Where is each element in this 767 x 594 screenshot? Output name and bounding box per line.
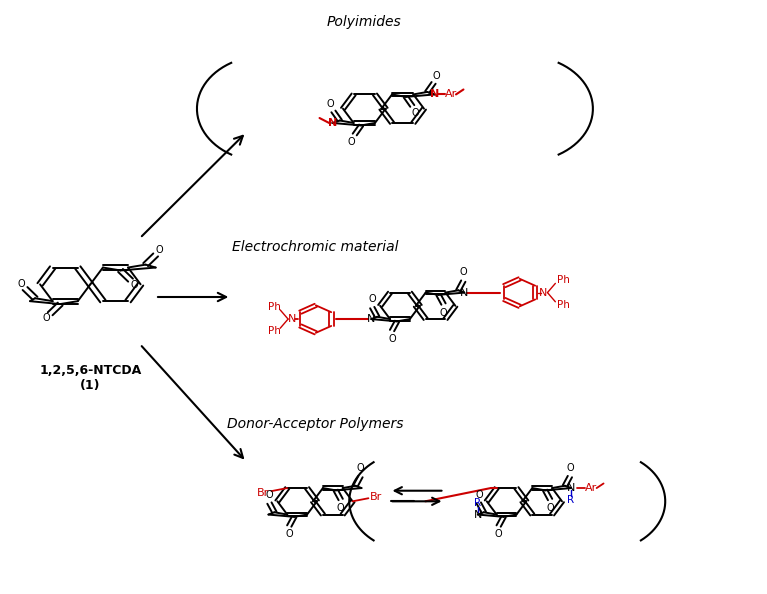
Text: R: R	[568, 495, 574, 504]
Text: O: O	[18, 279, 25, 289]
Text: O: O	[337, 503, 344, 513]
Text: Ar: Ar	[445, 90, 457, 99]
Text: O: O	[265, 490, 273, 500]
Text: R: R	[474, 498, 482, 508]
Text: Ph: Ph	[557, 276, 570, 285]
Text: O: O	[566, 463, 574, 473]
Text: N: N	[474, 510, 482, 520]
Text: N: N	[430, 90, 439, 99]
Text: O: O	[388, 334, 396, 345]
Text: O: O	[475, 490, 482, 500]
Text: 1,2,5,6-NTCDA: 1,2,5,6-NTCDA	[39, 364, 141, 377]
Text: O: O	[412, 108, 419, 118]
Text: O: O	[439, 308, 447, 318]
Text: O: O	[546, 503, 554, 513]
Text: Ph: Ph	[268, 302, 281, 312]
Text: Ph: Ph	[268, 326, 281, 336]
Text: O: O	[130, 280, 138, 290]
Text: O: O	[459, 267, 467, 277]
Text: O: O	[327, 99, 334, 109]
Text: Electrochromic material: Electrochromic material	[232, 240, 398, 254]
Text: N: N	[460, 287, 469, 298]
Text: O: O	[495, 529, 502, 539]
Text: N: N	[567, 483, 575, 493]
Text: Ar: Ar	[584, 483, 597, 493]
Text: Ph: Ph	[557, 300, 570, 310]
Text: O: O	[368, 294, 376, 304]
Text: Br: Br	[258, 488, 270, 498]
Text: O: O	[357, 463, 364, 473]
Text: N: N	[328, 118, 337, 128]
Text: N: N	[288, 314, 296, 324]
Text: N: N	[367, 314, 375, 324]
Text: O: O	[348, 137, 355, 147]
Text: Donor-Acceptor Polymers: Donor-Acceptor Polymers	[227, 416, 403, 431]
Text: O: O	[285, 529, 293, 539]
Text: Br: Br	[370, 492, 383, 502]
Text: Polyimides: Polyimides	[327, 15, 402, 29]
Text: (1): (1)	[80, 379, 100, 392]
Text: O: O	[42, 314, 50, 324]
Text: N: N	[539, 287, 548, 298]
Text: O: O	[433, 71, 440, 81]
Text: O: O	[156, 245, 163, 255]
